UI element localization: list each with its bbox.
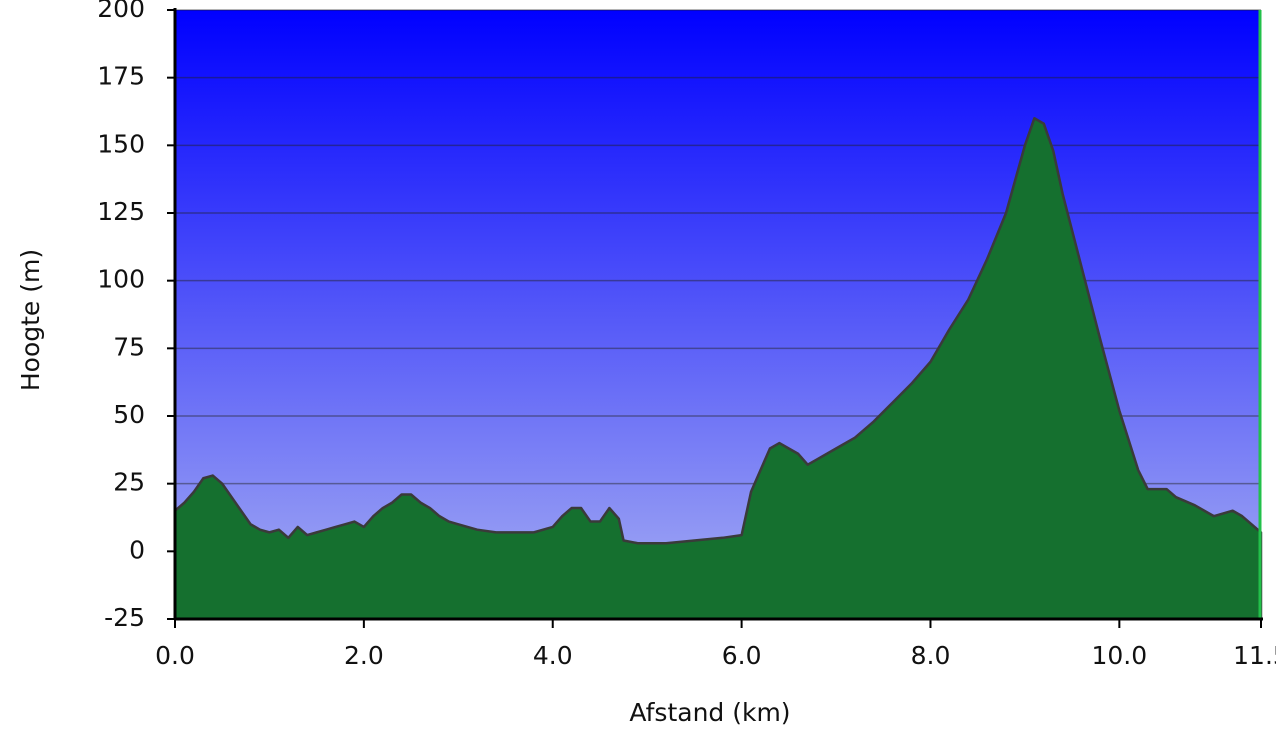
y-tick-label: 0 xyxy=(129,535,145,564)
elevation-area xyxy=(173,117,1263,621)
y-tick-label: 150 xyxy=(97,129,145,158)
y-tick-label: -25 xyxy=(104,603,145,632)
x-tick-label: 10.0 xyxy=(1092,641,1148,670)
x-tick-label: 11.5 xyxy=(1233,641,1276,670)
y-tick-label: 25 xyxy=(113,468,145,497)
x-tick-label: 6.0 xyxy=(722,641,762,670)
x-tick-label: 0.0 xyxy=(155,641,195,670)
y-tick-label: 175 xyxy=(97,62,145,91)
y-axis-title: Hoogte (m) xyxy=(16,249,45,391)
x-tick-label: 2.0 xyxy=(344,641,384,670)
y-tick-label: 50 xyxy=(113,400,145,429)
x-axis-title: Afstand (km) xyxy=(629,698,790,727)
y-tick-label: 125 xyxy=(97,197,145,226)
y-tick-label: 75 xyxy=(113,332,145,361)
x-tick-label: 4.0 xyxy=(533,641,573,670)
y-tick-label: 100 xyxy=(97,265,145,294)
y-tick-label: 200 xyxy=(97,0,145,23)
x-tick-label: 8.0 xyxy=(911,641,951,670)
